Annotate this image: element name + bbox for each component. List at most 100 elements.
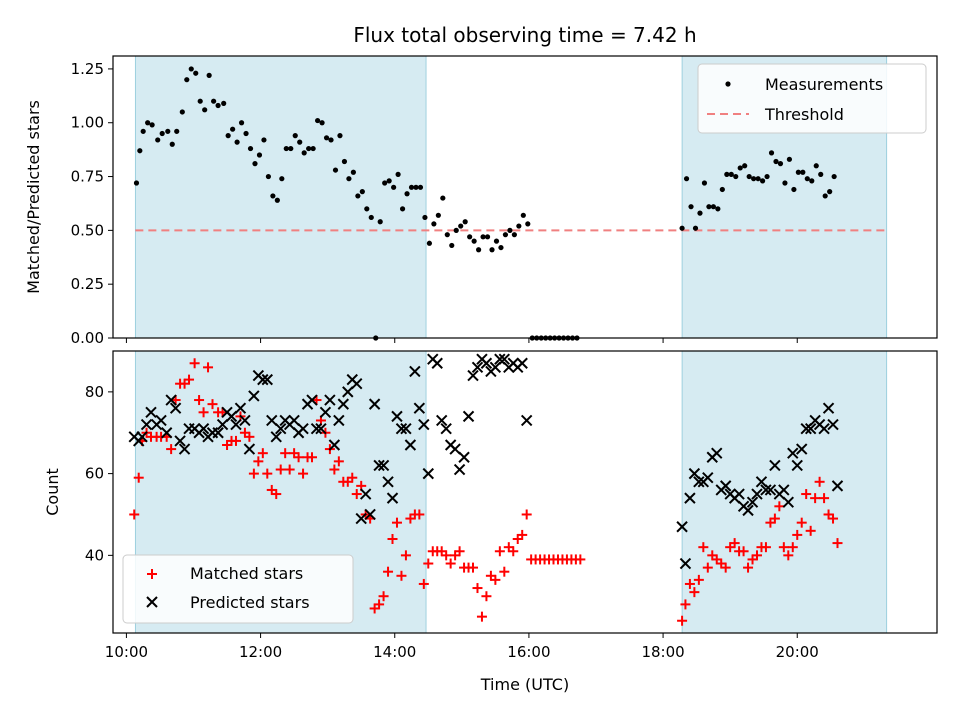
matched-star-point: [184, 374, 195, 385]
predicted-star-point: [827, 418, 839, 431]
bottom-y-tick-label: 60: [85, 465, 104, 483]
measurement-point: [337, 133, 343, 139]
matched-star-point: [383, 566, 394, 577]
predicted-star-point: [324, 394, 336, 406]
measurement-point: [265, 173, 272, 180]
matched-star-point: [298, 468, 309, 479]
top-y-tick-label: 1.25: [71, 60, 104, 78]
matched-star-point: [743, 562, 754, 573]
predicted-star-point: [297, 422, 309, 435]
measurement-point: [297, 139, 303, 145]
matched-star-point: [792, 529, 803, 540]
bottom-legend-box: [122, 554, 354, 624]
matched-star-point: [521, 509, 532, 520]
measurement-point: [724, 171, 730, 177]
predicted-star-point: [751, 488, 763, 500]
bottom-x-ticks: 10:00 12:00 14:00 16:00 18:00 20:00: [105, 633, 819, 661]
measurement-point: [184, 77, 190, 83]
measurement-point: [179, 109, 185, 115]
measurement-point: [719, 186, 725, 193]
predicted-star-point: [822, 402, 835, 414]
predicted-star-point: [676, 521, 688, 533]
matched-star-point: [774, 501, 785, 512]
measurement-point: [315, 117, 321, 124]
matched-star-point: [738, 546, 749, 557]
measurement-point: [328, 137, 334, 143]
predicted-star-point: [274, 422, 287, 435]
measurement-point: [261, 137, 267, 143]
measurement-point: [422, 214, 428, 221]
matched-star-point: [244, 431, 255, 442]
measurement-point: [489, 247, 495, 253]
measurement-point: [759, 178, 766, 184]
measurement-point: [467, 234, 473, 240]
matched-star-point: [378, 591, 389, 602]
predicted-star-point: [520, 414, 533, 427]
measurement-point: [746, 173, 752, 180]
top-y-tick-label: 1.00: [71, 114, 104, 132]
measurement-point: [525, 221, 531, 227]
measurement-point: [701, 180, 708, 186]
top-x-ticks: [125, 338, 798, 343]
matched-star-point: [769, 513, 780, 524]
predicted-star-point: [782, 496, 795, 508]
predicted-star-point: [364, 508, 376, 521]
matched-star-point: [203, 362, 214, 373]
matched-star-point: [805, 525, 816, 536]
predicted-star-point: [480, 357, 493, 369]
matched-star-point: [490, 574, 501, 585]
predicted-star-point: [693, 476, 705, 488]
predicted-star-point: [400, 422, 412, 435]
predicted-star-point: [431, 357, 443, 369]
bottom-y-tick-label: 80: [85, 383, 104, 401]
x-tick-label: 20:00: [776, 643, 819, 661]
predicted-star-point: [270, 431, 282, 443]
predicted-star-point: [328, 439, 341, 451]
predicted-star-point: [337, 398, 350, 410]
matched-star-point: [810, 493, 821, 504]
predicted-star-point: [310, 422, 323, 435]
measurement-point: [377, 219, 383, 225]
measurement-point: [256, 152, 263, 158]
predicted-star-point: [746, 496, 759, 508]
predicted-star-point: [688, 467, 701, 480]
measurement-point: [791, 186, 797, 193]
measurement-point: [382, 180, 388, 186]
matched-star-point: [347, 472, 358, 483]
matched-star-point: [133, 472, 144, 483]
predicted-star-point: [467, 369, 479, 382]
top-y-ticks: 0.00 0.25 0.50 0.75 1.00 1.25: [71, 60, 113, 347]
x-tick-label: 10:00: [105, 643, 148, 661]
matched-star-point: [307, 452, 318, 463]
measurement-point: [301, 150, 307, 156]
measurement-point: [243, 130, 249, 137]
measurement-point: [247, 145, 254, 152]
measurement-point: [332, 167, 339, 173]
matched-star-point: [293, 452, 304, 463]
matched-star-point: [481, 591, 492, 602]
predicted-star-point: [787, 447, 799, 459]
measurement-point: [165, 128, 171, 134]
measurement-point: [234, 139, 240, 145]
matched-star-point: [698, 542, 709, 553]
chart-title: Flux total observing time = 7.42 h: [353, 23, 696, 47]
predicted-star-point: [409, 365, 421, 378]
measurement-point: [193, 70, 199, 76]
predicted-star-point: [160, 427, 173, 439]
matched-star-point: [760, 542, 771, 553]
measurement-point: [764, 173, 770, 180]
matched-star-point: [819, 493, 830, 504]
measurement-point: [368, 214, 374, 221]
measurement-point: [484, 234, 491, 240]
measurement-point: [827, 189, 833, 195]
matched-star-point: [248, 468, 259, 479]
predicted-star-point: [719, 480, 732, 492]
measurement-point: [449, 242, 455, 249]
measurement-point: [140, 128, 146, 134]
top-y-tick-label: 0.25: [71, 275, 104, 293]
predicted-star-point: [136, 431, 148, 443]
matched-star-point: [472, 583, 483, 594]
top-y-tick-label: 0.00: [71, 329, 104, 347]
predicted-star-point: [391, 410, 403, 423]
matched-star-point: [832, 538, 843, 549]
